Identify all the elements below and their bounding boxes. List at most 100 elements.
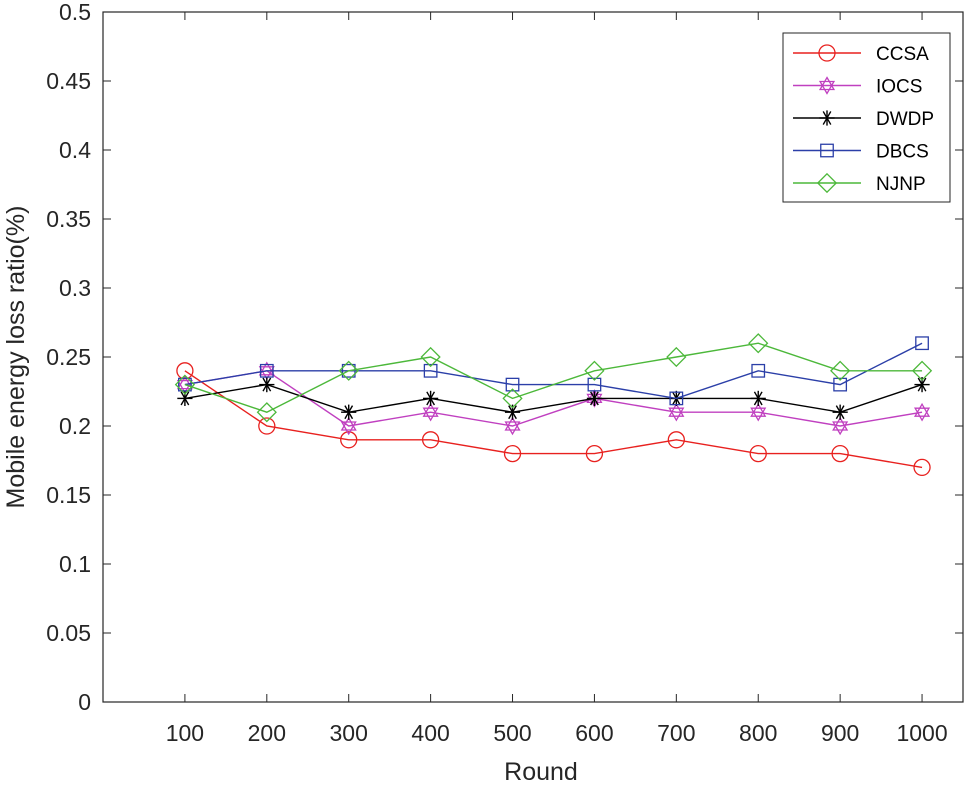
data-point-diamond [420,346,441,368]
data-point-diamond [338,360,359,381]
data-point-circle [818,44,836,62]
y-tick-label: 0.05 [46,620,91,646]
data-point-asterisk [832,404,848,420]
data-point-hexagram [668,402,685,422]
data-point-circle [667,431,685,449]
series-line-njnp [184,342,923,413]
legend-entry-njnp: NJNP [793,172,926,195]
y-tick-label: 0.5 [59,0,91,25]
hexagram-triangle [340,421,357,436]
data-point-circle [831,444,849,463]
data-point-circle [503,444,522,463]
legend: CCSA IOCS DWDP DBCS NJNP [782,32,951,203]
data-point-asterisk [586,390,603,406]
x-tick-label: 500 [493,720,531,746]
data-point-square [341,363,356,378]
data-point-asterisk [423,390,439,406]
data-point-diamond [816,172,838,194]
legend-label: DWDP [876,109,934,130]
data-point-hexagram [176,375,193,394]
data-point-square [820,143,834,158]
hexagram-triangle [913,402,931,417]
plot-frame [102,11,964,703]
data-point-diamond [174,374,196,395]
data-point-square [915,336,929,351]
data-point-circle [421,431,440,449]
data-point-asterisk [819,110,835,126]
hexagram-triangle [668,402,685,417]
series-group [174,333,933,477]
hexagram-triangle [422,407,439,422]
x-tick-label: 1000 [896,720,947,746]
series-line-ccsa [184,370,923,469]
hexagram-triangle [913,407,931,422]
data-point-square [587,377,602,392]
data-point-circle [585,444,604,463]
hexagram-triangle [832,421,849,436]
data-point-hexagram [750,402,767,422]
legend-label: IOCS [876,77,922,98]
data-point-square [833,377,848,392]
data-point-hexagram [832,416,849,436]
legend-entry-dbcs: DBCS [793,142,929,163]
data-point-asterisk [750,390,766,406]
data-point-diamond [830,360,851,381]
data-point-asterisk [341,404,357,420]
hexagram-triangle [340,416,357,431]
y-tick-label: 0 [78,689,91,715]
x-tick-label: 200 [248,720,286,746]
data-point-diamond [584,360,605,381]
data-point-diamond [666,346,687,368]
x-tick-label: 900 [821,720,859,746]
hexagram-triangle [668,407,685,422]
x-tick-label: 700 [657,720,695,746]
data-point-diamond [911,360,933,381]
hexagram-triangle [818,80,836,95]
data-point-circle [258,417,276,435]
legend-entry-ccsa: CCSA [793,44,929,65]
x-tick-label: 600 [575,720,613,746]
data-point-square [751,363,766,378]
data-point-square [178,377,192,392]
data-point-hexagram [258,361,275,381]
data-point-circle [913,458,931,477]
hexagram-triangle [832,416,849,431]
legend-label: DBCS [876,142,929,163]
x-tick-label: 300 [330,720,368,746]
y-tick-label: 0.4 [59,137,91,163]
y-tick-label: 0.1 [59,551,91,577]
data-point-hexagram [913,402,931,422]
legend-label: NJNP [876,174,926,195]
y-tick-label: 0.45 [46,68,91,94]
data-point-circle [749,444,767,463]
data-point-hexagram [504,416,521,436]
hexagram-triangle [750,407,767,422]
hexagram-triangle [750,402,767,417]
y-tick-label: 0.2 [59,413,91,439]
hexagram-triangle [258,366,275,381]
series-dwdp [177,377,930,420]
data-point-diamond [748,333,769,354]
data-point-diamond [256,402,277,423]
y-axis-title: Mobile energy loss ratio(%) [2,206,30,509]
hexagram-triangle [258,361,275,376]
hexagram-triangle [176,375,193,390]
y-tick-label: 0.3 [59,275,91,301]
data-point-square [259,363,274,378]
x-axis-title: Round [504,758,578,786]
axes: 0 0.05 0.1 0.15 0.2 0.25 0.3 0.35 0.4 0.45 0.5 100 2… [46,0,963,746]
y-tick-label: 0.35 [46,206,91,232]
series-line-dwdp [184,383,923,413]
data-point-hexagram [818,76,836,95]
data-point-hexagram [340,416,357,436]
hexagram-triangle [504,416,521,431]
data-point-hexagram [422,402,439,422]
legend-entry-iocs: IOCS [793,76,922,98]
hexagram-triangle [818,76,836,91]
x-tick-label: 100 [166,720,204,746]
hexagram-triangle [422,402,439,417]
data-point-asterisk [259,377,275,393]
data-point-circle [340,431,358,449]
data-point-diamond [502,388,523,409]
